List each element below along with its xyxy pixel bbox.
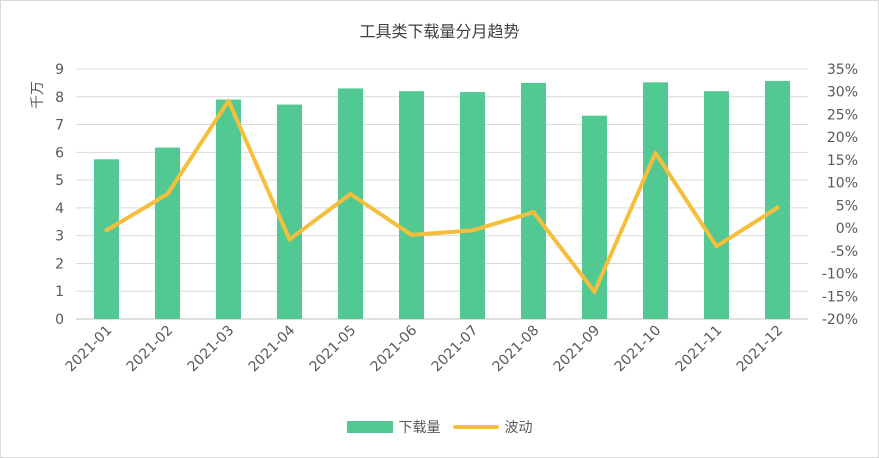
- line-point: [470, 228, 475, 233]
- bar: [460, 92, 485, 319]
- x-tick-label: 2021-06: [368, 322, 421, 375]
- line-point: [348, 192, 353, 196]
- y-tick-label: 7: [55, 118, 64, 134]
- y2-tick-label: 25%: [827, 107, 858, 123]
- legend-label-fluctuation: 波动: [504, 420, 533, 436]
- y-axis-label: 千万: [30, 81, 46, 109]
- legend-item-downloads[interactable]: 下载量: [346, 417, 441, 437]
- x-tick-label: 2021-08: [490, 323, 543, 376]
- y-tick-label: 2: [55, 256, 64, 272]
- line-point: [714, 244, 719, 249]
- x-tick-label: 2021-04: [246, 322, 299, 375]
- y2-tick-label: -20%: [822, 312, 858, 328]
- y-tick-label: 8: [55, 90, 64, 106]
- x-tick-label: 2021-02: [124, 323, 177, 376]
- line-point: [287, 237, 292, 242]
- y-tick-label: 4: [55, 201, 64, 217]
- y2-tick-label: 0%: [836, 221, 858, 237]
- x-tick-label: 2021-12: [734, 323, 787, 376]
- legend-label-downloads: 下载量: [398, 420, 441, 436]
- line-point: [592, 289, 597, 294]
- bar: [216, 99, 241, 319]
- y-tick-label: 9: [55, 62, 64, 78]
- y-tick-label: 6: [55, 145, 64, 161]
- y-tick-label: 3: [55, 229, 64, 245]
- line-point: [409, 232, 414, 237]
- bar: [399, 91, 424, 319]
- y2-tick-label: 15%: [827, 153, 858, 169]
- bar: [338, 88, 363, 319]
- bar: [704, 91, 729, 319]
- y2-tick-label: -10%: [822, 267, 858, 283]
- y2-tick-label: -5%: [831, 244, 858, 260]
- chart-title: 工具类下载量分月趋势: [359, 22, 520, 41]
- y-tick-label: 0: [55, 312, 64, 328]
- legend-item-fluctuation[interactable]: 波动: [452, 417, 533, 437]
- x-tick-label: 2021-05: [307, 323, 360, 376]
- bar: [765, 80, 790, 319]
- x-tick-label: 2021-11: [673, 323, 726, 376]
- bar: [277, 104, 302, 319]
- legend: 下载量 波动: [0, 417, 879, 437]
- y2-tick-label: 20%: [827, 130, 858, 146]
- line-point: [653, 151, 658, 156]
- line-point: [104, 228, 109, 233]
- line-point: [165, 192, 170, 196]
- bar: [521, 82, 546, 319]
- x-tick-label: 2021-07: [429, 323, 482, 376]
- line-series: [104, 98, 780, 294]
- bar: [155, 147, 180, 319]
- y2-tick-label: 30%: [827, 85, 858, 101]
- line-point: [226, 98, 231, 103]
- x-tick-label: 2021-10: [612, 323, 665, 376]
- x-tick-label: 2021-09: [551, 323, 604, 376]
- bar: [582, 115, 607, 320]
- y2-tick-label: -15%: [822, 289, 858, 305]
- bar: [643, 82, 668, 319]
- legend-swatch-bar: [346, 421, 393, 433]
- y-tick-label: 5: [55, 173, 64, 189]
- x-tick-label: 2021-01: [63, 323, 116, 376]
- y2-tick-label: 35%: [827, 62, 858, 78]
- bar: [94, 159, 119, 319]
- x-tick-label: 2021-03: [185, 323, 238, 376]
- line-point: [531, 210, 536, 215]
- line-point: [775, 205, 780, 210]
- legend-swatch-line: [452, 425, 499, 429]
- y2-tick-label: 10%: [827, 176, 858, 192]
- y-tick-label: 1: [55, 284, 64, 300]
- y2-tick-label: 5%: [836, 198, 858, 214]
